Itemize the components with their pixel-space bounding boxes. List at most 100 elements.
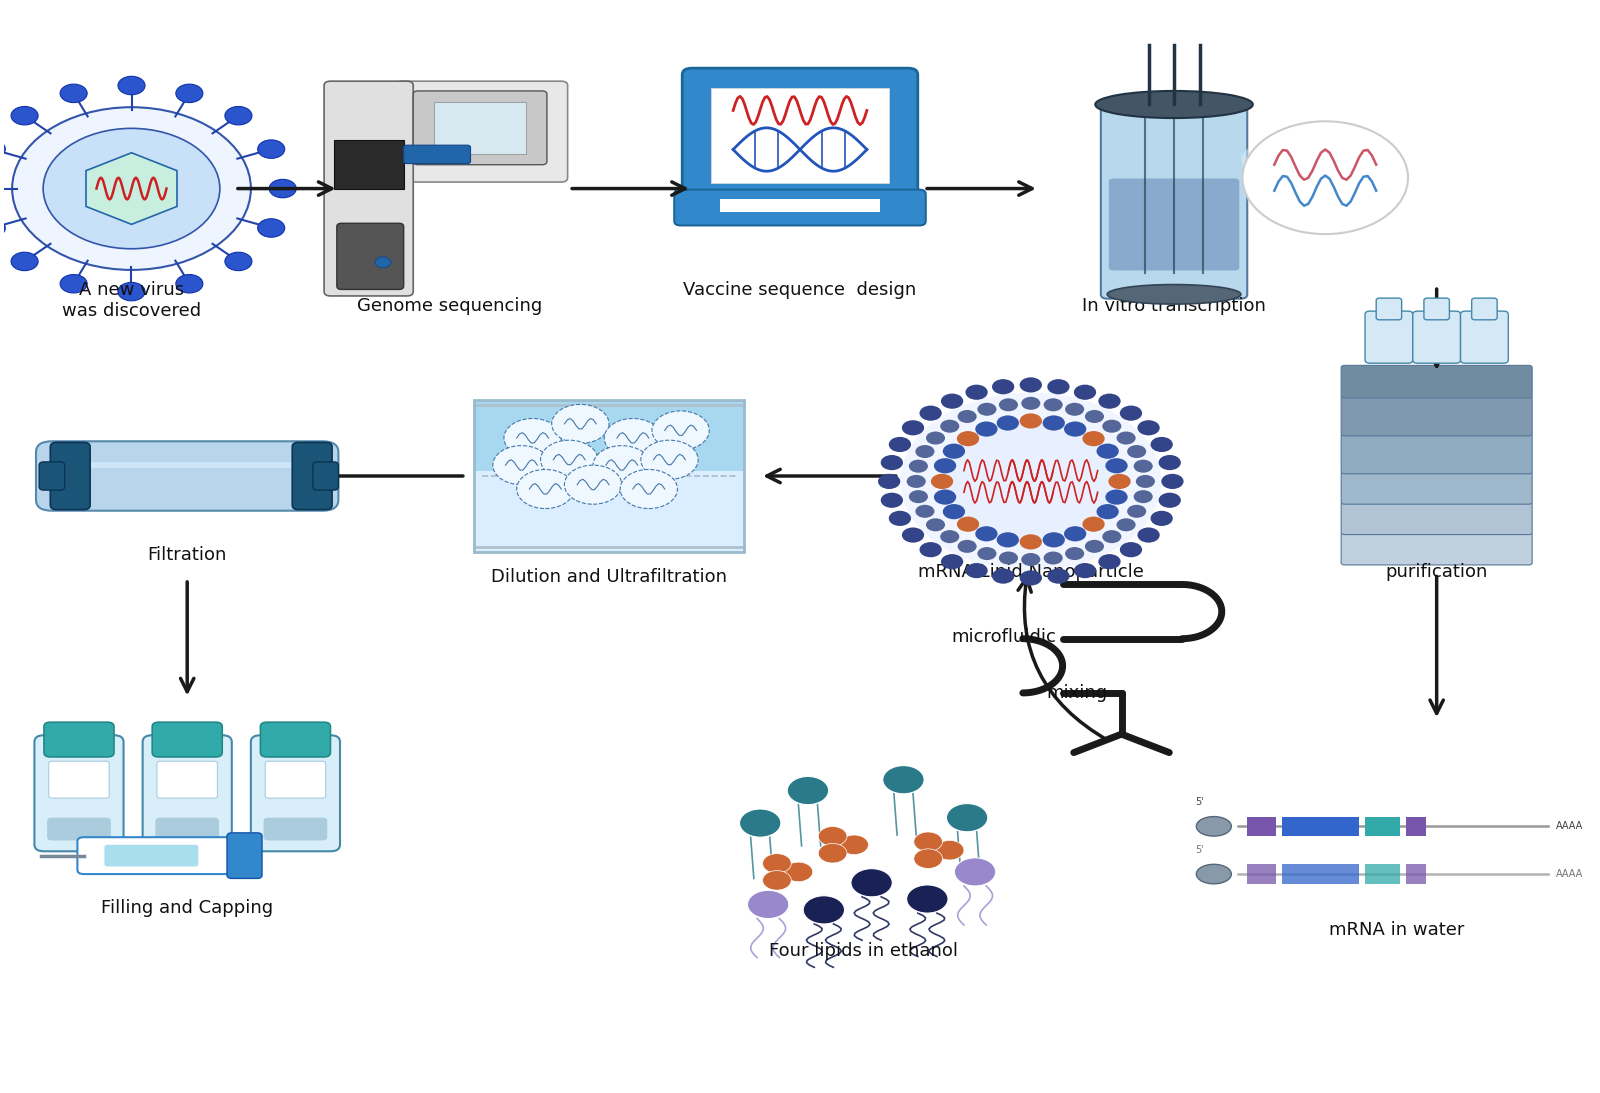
- FancyBboxPatch shape: [35, 736, 123, 851]
- Circle shape: [1083, 431, 1104, 446]
- Text: Genome sequencing: Genome sequencing: [357, 297, 542, 315]
- FancyBboxPatch shape: [48, 761, 109, 798]
- Circle shape: [926, 432, 946, 445]
- Circle shape: [851, 869, 893, 897]
- FancyBboxPatch shape: [1413, 312, 1461, 363]
- Circle shape: [1043, 552, 1062, 564]
- FancyBboxPatch shape: [261, 722, 331, 757]
- Text: Vaccine sequence  design: Vaccine sequence design: [683, 281, 917, 298]
- Circle shape: [965, 385, 987, 400]
- Circle shape: [907, 885, 949, 913]
- Circle shape: [1126, 445, 1146, 458]
- Ellipse shape: [1197, 816, 1232, 836]
- FancyBboxPatch shape: [1365, 816, 1400, 836]
- FancyBboxPatch shape: [1461, 312, 1509, 363]
- FancyBboxPatch shape: [104, 845, 198, 867]
- Circle shape: [901, 392, 1162, 571]
- Text: 5': 5': [1195, 845, 1203, 855]
- Circle shape: [880, 455, 902, 470]
- FancyBboxPatch shape: [46, 818, 110, 841]
- Circle shape: [118, 282, 146, 301]
- Circle shape: [883, 765, 925, 794]
- Text: AAAA: AAAA: [1557, 869, 1584, 879]
- FancyBboxPatch shape: [1406, 816, 1426, 836]
- Circle shape: [552, 404, 610, 444]
- Circle shape: [976, 526, 997, 541]
- FancyBboxPatch shape: [50, 443, 90, 509]
- Circle shape: [374, 257, 390, 268]
- FancyBboxPatch shape: [314, 462, 339, 490]
- Circle shape: [43, 128, 219, 249]
- Text: AAAA: AAAA: [1557, 821, 1584, 832]
- Circle shape: [11, 252, 38, 271]
- Circle shape: [763, 854, 792, 873]
- Circle shape: [1158, 455, 1181, 470]
- Circle shape: [1043, 532, 1066, 548]
- FancyBboxPatch shape: [710, 87, 890, 184]
- Circle shape: [1126, 505, 1146, 518]
- FancyBboxPatch shape: [1472, 298, 1498, 320]
- Circle shape: [914, 832, 942, 851]
- Circle shape: [941, 530, 960, 543]
- Circle shape: [784, 862, 813, 882]
- Circle shape: [954, 858, 995, 886]
- FancyBboxPatch shape: [1282, 816, 1358, 836]
- Ellipse shape: [1107, 284, 1242, 304]
- Circle shape: [1021, 553, 1040, 566]
- Circle shape: [1120, 542, 1142, 557]
- Circle shape: [1098, 554, 1120, 569]
- FancyBboxPatch shape: [325, 81, 413, 296]
- Circle shape: [915, 445, 934, 458]
- Circle shape: [226, 252, 251, 271]
- Circle shape: [941, 554, 963, 569]
- Circle shape: [739, 809, 781, 837]
- Circle shape: [1085, 540, 1104, 553]
- Circle shape: [11, 106, 38, 125]
- Circle shape: [1019, 377, 1042, 392]
- Circle shape: [1117, 518, 1136, 531]
- Circle shape: [1019, 571, 1042, 586]
- Circle shape: [1138, 420, 1160, 435]
- Circle shape: [118, 77, 146, 95]
- Circle shape: [957, 410, 976, 423]
- Circle shape: [504, 419, 562, 458]
- Circle shape: [920, 406, 942, 421]
- FancyBboxPatch shape: [38, 462, 64, 490]
- FancyBboxPatch shape: [474, 471, 744, 552]
- Circle shape: [747, 891, 789, 918]
- Circle shape: [997, 532, 1019, 548]
- FancyBboxPatch shape: [1424, 298, 1450, 320]
- Text: 5': 5': [1195, 797, 1203, 807]
- FancyBboxPatch shape: [43, 722, 114, 757]
- FancyBboxPatch shape: [142, 736, 232, 851]
- Circle shape: [909, 460, 928, 472]
- Circle shape: [1138, 528, 1160, 542]
- Circle shape: [934, 490, 957, 505]
- Circle shape: [942, 421, 1120, 542]
- Text: mRNA Lipid Nanoparticle: mRNA Lipid Nanoparticle: [918, 563, 1144, 580]
- Circle shape: [1243, 121, 1408, 234]
- Circle shape: [565, 466, 622, 504]
- Circle shape: [998, 398, 1018, 411]
- Circle shape: [1102, 420, 1122, 433]
- Circle shape: [1106, 490, 1128, 505]
- FancyBboxPatch shape: [395, 81, 568, 183]
- Circle shape: [920, 542, 942, 557]
- FancyBboxPatch shape: [251, 736, 341, 851]
- Polygon shape: [1242, 148, 1250, 208]
- FancyBboxPatch shape: [413, 91, 547, 165]
- FancyBboxPatch shape: [1109, 178, 1240, 270]
- Circle shape: [941, 420, 960, 433]
- Circle shape: [902, 528, 925, 542]
- Circle shape: [13, 107, 251, 270]
- FancyBboxPatch shape: [1341, 434, 1533, 474]
- Circle shape: [998, 552, 1018, 564]
- Circle shape: [936, 841, 963, 860]
- Circle shape: [957, 517, 979, 532]
- Circle shape: [1106, 458, 1128, 473]
- Circle shape: [1021, 397, 1040, 410]
- Circle shape: [605, 419, 661, 458]
- Circle shape: [517, 470, 574, 508]
- Circle shape: [1102, 530, 1122, 543]
- Circle shape: [1048, 568, 1069, 584]
